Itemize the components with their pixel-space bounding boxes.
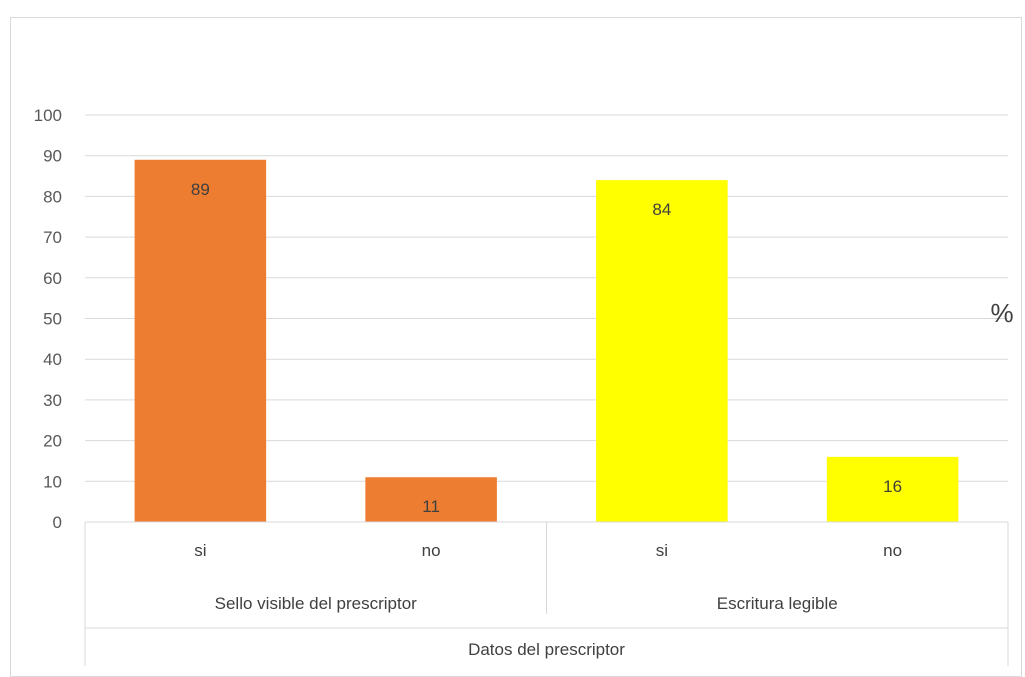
bar-3 [826,456,959,522]
y-tick-label-100: 100 [34,106,62,125]
group-label-1: Escritura legible [717,594,838,613]
category-label-1: no [422,541,441,560]
data-label-0: 89 [191,180,210,199]
y-axis-ticks: 0 10 20 30 40 50 60 70 80 90 100 [34,106,62,532]
bar-0 [134,159,267,522]
bar-1 [365,477,497,522]
y-tick-label-10: 10 [43,472,62,491]
y-tick-label-50: 50 [43,310,62,329]
bar-2 [596,180,728,522]
data-label-2: 84 [652,200,671,219]
y-tick-label-80: 80 [43,187,62,206]
bars [134,159,959,522]
y-tick-label-40: 40 [43,350,62,369]
y-tick-label-20: 20 [43,432,62,451]
data-label-1: 11 [422,497,440,516]
y-tick-label-70: 70 [43,228,62,247]
y-tick-label-60: 60 [43,269,62,288]
y-tick-label-0: 0 [53,513,62,532]
y-tick-label-30: 30 [43,391,62,410]
category-label-3: no [883,541,902,560]
y-tick-label-90: 90 [43,147,62,166]
category-label-2: si [656,541,668,560]
data-labels: 89 11 84 16 [191,180,902,516]
group-label-0: Sello visible del prescriptor [215,594,418,613]
category-label-0: si [194,541,206,560]
data-label-3: 16 [883,477,902,496]
super-group-label: Datos del prescriptor [468,640,625,659]
y-unit-label: % [990,298,1013,328]
category-axis: si no si no Sello visible del prescriptor Esc… [84,521,1009,666]
